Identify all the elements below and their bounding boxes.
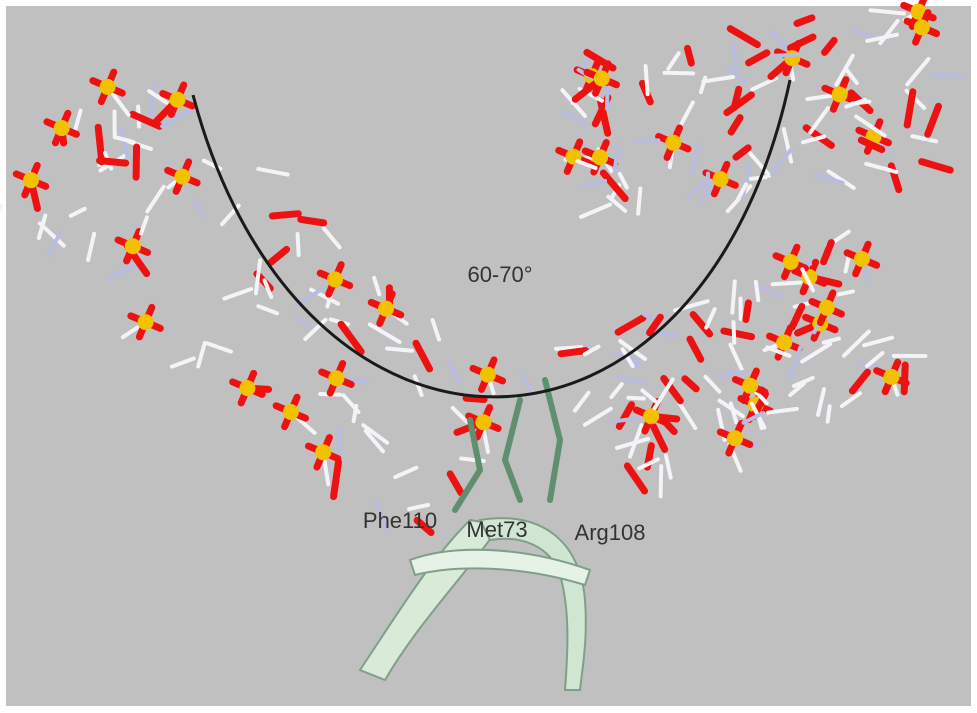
- phosphorus: [378, 301, 394, 317]
- bond: [746, 303, 749, 320]
- residue-label: Arg108: [575, 520, 646, 545]
- page: 60-70° Phe110 Met73 Arg108 (() => { cons…: [0, 0, 977, 713]
- bond: [301, 219, 324, 222]
- bond: [773, 282, 801, 284]
- bond: [775, 55, 799, 56]
- phosphorus: [713, 171, 729, 187]
- phosphorus: [23, 172, 39, 188]
- residue-label: Phe110: [363, 508, 437, 533]
- bond: [387, 348, 412, 350]
- bond: [756, 282, 758, 300]
- bond: [0, 206, 1, 224]
- phosphorus: [328, 370, 344, 386]
- bond: [665, 73, 694, 74]
- bond: [734, 89, 738, 107]
- phosphorus: [854, 251, 870, 267]
- bond: [828, 406, 830, 421]
- bond: [98, 127, 102, 162]
- phosphorus: [315, 444, 331, 460]
- phosphorus: [327, 271, 343, 287]
- phosphorus: [665, 135, 681, 151]
- bond: [635, 140, 659, 141]
- phosphorus: [174, 169, 190, 185]
- bond: [334, 462, 339, 496]
- bond: [646, 66, 648, 94]
- phosphorus: [742, 378, 758, 394]
- bond: [100, 161, 126, 163]
- bond: [687, 48, 691, 63]
- angle-label: 60-70°: [467, 262, 532, 287]
- phosphorus: [125, 238, 141, 254]
- bond: [561, 351, 585, 354]
- bond: [272, 214, 298, 216]
- phosphorus: [480, 367, 496, 383]
- phosphorus: [783, 254, 799, 270]
- molecule-figure: 60-70° Phe110 Met73 Arg108: [0, 0, 977, 713]
- phosphorus: [239, 380, 255, 396]
- phosphorus: [819, 300, 835, 316]
- phosphorus: [283, 404, 299, 420]
- phosphorus: [883, 369, 899, 385]
- bond: [732, 281, 735, 312]
- phosphorus: [100, 79, 116, 95]
- phosphorus: [169, 92, 185, 108]
- phosphorus: [832, 86, 848, 102]
- phosphorus: [784, 50, 800, 66]
- bond: [638, 189, 640, 214]
- phosphorus: [475, 414, 491, 430]
- bond: [607, 88, 608, 108]
- bond: [904, 365, 905, 392]
- phosphorus: [643, 408, 659, 424]
- bond: [466, 398, 484, 399]
- bond: [628, 398, 644, 399]
- phosphorus: [54, 120, 70, 136]
- bond: [751, 177, 766, 179]
- phosphorus: [138, 314, 154, 330]
- bond: [733, 322, 734, 343]
- bond: [932, 75, 964, 77]
- bond: [298, 234, 299, 255]
- phosphorus: [594, 70, 610, 86]
- bond: [661, 466, 662, 496]
- phosphorus: [776, 334, 792, 350]
- phosphorus: [914, 19, 930, 35]
- phosphorus: [727, 430, 743, 446]
- residue-label: Met73: [466, 517, 527, 542]
